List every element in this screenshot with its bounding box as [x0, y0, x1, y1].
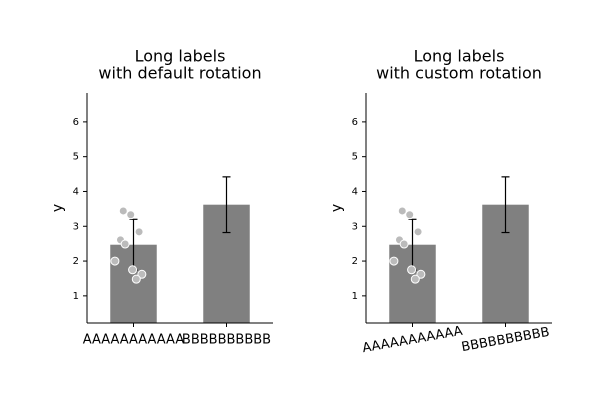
y-tick-label: 3: [352, 221, 358, 232]
y-tick-label: 3: [73, 221, 79, 232]
y-tick-label: 6: [73, 117, 79, 128]
y-tick-label: 4: [73, 186, 79, 197]
data-point: [118, 206, 128, 216]
y-axis-label: y: [50, 204, 66, 212]
data-point: [134, 227, 144, 237]
data-point: [128, 265, 138, 275]
y-tick-label: 1: [73, 291, 79, 302]
data-point: [399, 239, 409, 249]
data-point: [410, 274, 420, 284]
y-tick-label: 4: [352, 186, 358, 197]
data-point: [407, 265, 417, 275]
data-point: [389, 256, 399, 266]
data-point: [110, 256, 120, 266]
data-point: [137, 269, 147, 279]
data-point: [413, 227, 423, 237]
chart-title: with custom rotation: [376, 64, 542, 83]
data-point: [416, 269, 426, 279]
chart-title: Long labels: [414, 47, 505, 66]
y-tick-label: 2: [73, 256, 79, 267]
y-tick-label: 5: [73, 152, 79, 163]
x-tick-label: AAAAAAAAAAA: [83, 333, 185, 348]
x-tick-label: AAAAAAAAAAA: [361, 324, 464, 356]
y-axis-label: y: [329, 204, 345, 212]
y-tick-label: 1: [352, 291, 358, 302]
y-tick-label: 6: [352, 117, 358, 128]
y-tick-label: 5: [352, 152, 358, 163]
data-point: [126, 210, 136, 220]
x-tick-label: BBBBBBBBBB: [460, 325, 550, 355]
data-point: [131, 274, 141, 284]
y-tick-label: 2: [352, 256, 358, 267]
x-tick-label: BBBBBBBBBB: [182, 333, 271, 348]
data-point: [120, 239, 130, 249]
chart-title: Long labels: [135, 47, 226, 66]
data-point: [405, 210, 415, 220]
data-point: [397, 206, 407, 216]
chart-title: with default rotation: [98, 64, 261, 83]
